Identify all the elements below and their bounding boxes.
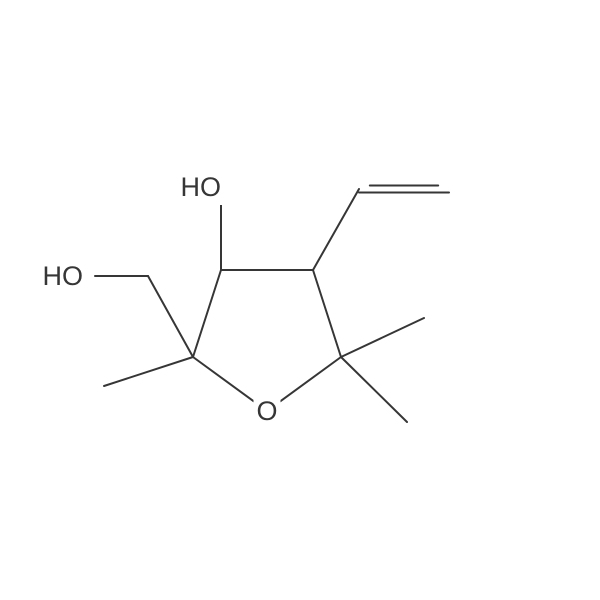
atom-label: HO (43, 261, 84, 291)
molecule-diagram: O HO HO (0, 0, 600, 600)
atom-label: O (256, 396, 277, 426)
molecule-svg: O HO HO (0, 0, 600, 600)
atom-label: HO (181, 172, 222, 202)
